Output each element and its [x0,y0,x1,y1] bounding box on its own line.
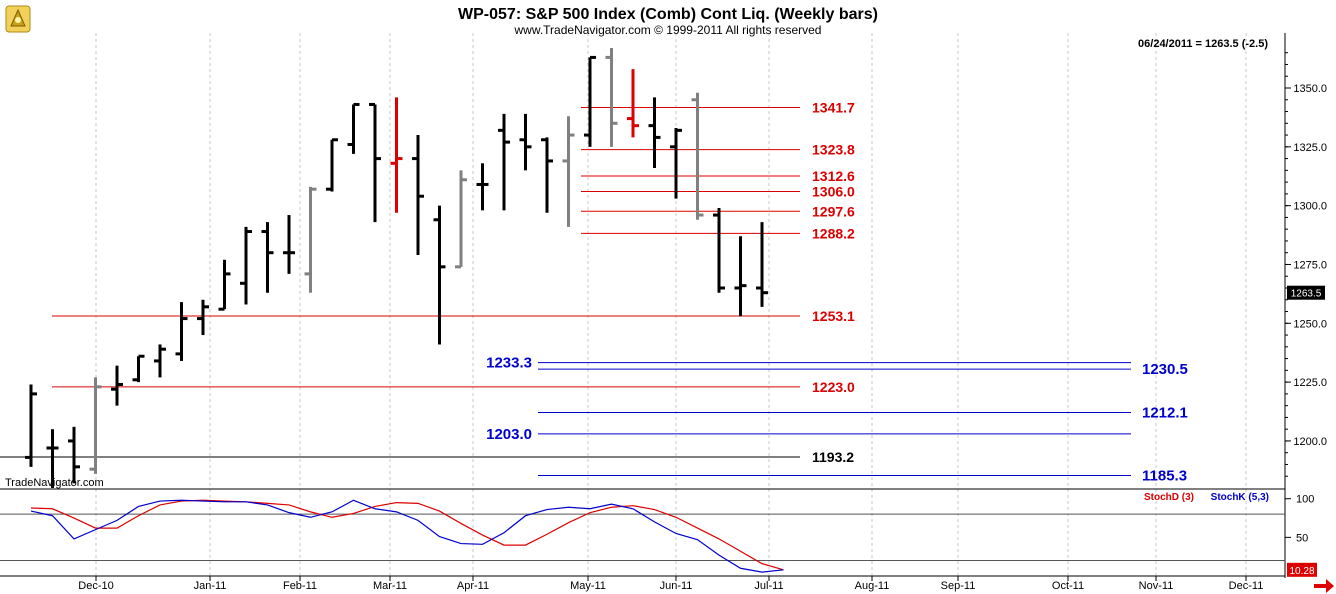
ohlc-bar [240,226,252,305]
stoch-tick-label: 50 [1296,532,1308,544]
last-price-box [1287,285,1325,300]
copyright-text: www.TradeNavigator.com © 1999-2011 All r… [514,23,822,37]
stoch-d-line [30,499,784,571]
ohlc-bar [326,138,338,192]
ohlc-bar [627,69,639,138]
legend-stoch-k: StochK (5,3) [1211,492,1269,503]
ohlc-bar [455,170,467,269]
price-tick-label: 1250.0 [1293,318,1327,330]
trade-navigator-logo-icon [5,5,31,33]
ohlc-bar [304,186,317,293]
level-label: 1212.1 [1142,404,1188,421]
level-label: 1230.5 [1142,361,1188,378]
level-label: 1203.0 [486,426,532,443]
month-label: Dec-10 [78,580,113,592]
ohlc-bar [498,113,510,211]
ohlc-bar [369,102,381,223]
level-label: 1306.0 [812,184,855,200]
ohlc-bar [433,205,446,345]
month-label: Jul-11 [754,580,783,592]
ohlc-bar [412,135,424,256]
ohlc-bar [541,137,553,213]
ohlc-bar [261,222,274,293]
ohlc-bar [390,97,403,213]
last-stoch-label: 10.28 [1289,566,1314,577]
time-axis: Dec-10 Jan-11 Feb-11 Mar-11 Apr-11 May-11 Jun-… [78,576,1263,592]
ohlc-bar [25,384,37,467]
ohlc-bar [648,97,661,168]
month-label: Aug-11 [855,580,890,592]
stoch-k-line [30,499,784,573]
ohlc-bar [111,365,123,406]
grid-layer [95,33,1247,576]
month-label: Jun-11 [660,580,693,592]
price-tick-label: 1275.0 [1293,259,1327,271]
month-label: Jan-11 [194,580,227,592]
ohlc-bar [175,302,188,361]
ohlc-bar [347,102,360,154]
bars-layer [25,48,768,488]
ohlc-bar [519,113,532,171]
month-label: May-11 [570,580,606,592]
level-label: 1297.6 [812,203,855,219]
level-label: 1323.8 [812,142,855,158]
level-label: 1193.2 [812,449,854,465]
ohlc-bar [283,215,295,274]
scroll-right-arrow-icon[interactable] [1312,578,1336,594]
chart-title: WP-057: S&P 500 Index (Comb) Cont Liq. (… [458,6,878,23]
ohlc-bar [89,377,102,474]
ohlc-bar [476,163,489,211]
month-label: Apr-11 [457,580,489,592]
level-label: 1223.0 [812,379,855,395]
ohlc-bar [46,429,59,488]
ohlc-bar [197,299,209,336]
ohlc-bar [68,426,80,484]
month-label: Dec-11 [1229,580,1264,592]
watermark-text: TradeNavigator.com [5,477,104,489]
last-quote-text: 06/24/2011 = 1263.5 (-2.5) [1138,38,1268,50]
ohlc-bar [670,128,682,199]
ohlc-bar [132,354,145,383]
level-label: 1341.7 [812,100,855,116]
price-tick-label: 1300.0 [1293,201,1327,213]
price-axis: 1350.0 1325.0 1300.0 1275.0 1250.0 1225.0 1200… [1285,52,1327,477]
ohlc-bar [691,92,704,220]
ohlc-bar [605,48,618,147]
month-label: Feb-11 [283,580,317,592]
legend-stoch-d: StochD (3) [1144,492,1194,503]
ohlc-bar [584,55,596,147]
stochastic-panel: 100 50 10.28 [0,494,1317,577]
last-price-label: 1263.5 [1291,289,1322,300]
ohlc-bar [713,208,725,293]
last-stoch-box [1287,562,1317,577]
price-tick-label: 1350.0 [1293,83,1327,95]
level-label: 1233.3 [486,355,532,372]
ohlc-bar [756,222,768,307]
ohlc-bar [154,344,166,378]
stoch-tick-label: 100 [1296,494,1314,506]
level-label: 1312.6 [812,168,855,184]
price-tick-label: 1325.0 [1293,142,1327,154]
ohlc-bar [734,236,747,317]
level-label: 1288.2 [812,225,855,241]
level-label: 1253.1 [812,308,855,324]
price-tick-label: 1200.0 [1293,436,1327,448]
month-label: Sep-11 [941,580,976,592]
month-label: Nov-11 [1139,580,1174,592]
month-label: Mar-11 [373,580,407,592]
ohlc-bar [218,259,231,311]
ohlc-bar [562,116,575,227]
level-label: 1185.3 [1142,468,1187,485]
price-tick-label: 1225.0 [1293,377,1327,389]
month-label: Oct-11 [1052,580,1084,592]
